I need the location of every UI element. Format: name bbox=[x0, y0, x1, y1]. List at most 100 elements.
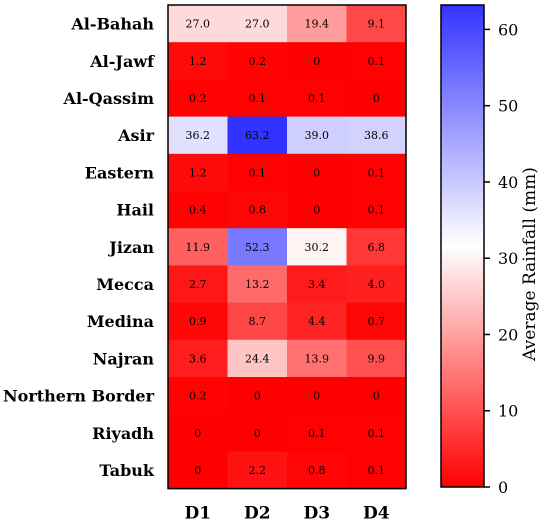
period-label: D2 bbox=[244, 504, 271, 524]
heatmap-cell bbox=[168, 414, 228, 452]
cell-value-label: 0 bbox=[194, 427, 201, 440]
cell-value-label: 52.3 bbox=[245, 241, 270, 254]
heatmap-cell bbox=[346, 451, 407, 490]
cell-value-label: 3.4 bbox=[308, 278, 326, 291]
period-labels: D1 D2 D3 D4 bbox=[184, 504, 389, 524]
cell-value-label: 38.6 bbox=[364, 129, 389, 142]
cell-value-label: 24.4 bbox=[245, 352, 270, 365]
colorbar-tick-label: 10 bbox=[498, 402, 518, 421]
cell-value-label: 0.2 bbox=[189, 92, 207, 105]
cell-value-label: 8.7 bbox=[249, 315, 267, 328]
heatmap-cell bbox=[168, 302, 228, 341]
cell-value-label: 2.7 bbox=[189, 278, 207, 291]
heatmap-cell bbox=[227, 451, 288, 490]
cell-value-label: 0.4 bbox=[189, 204, 207, 217]
cell-value-label: 0 bbox=[373, 390, 380, 403]
cell-value-label: 0 bbox=[313, 204, 320, 217]
cell-value-label: 0 bbox=[313, 166, 320, 179]
region-label: Al-Qassim bbox=[63, 89, 155, 108]
heatmap-cells bbox=[168, 5, 407, 490]
heatmap-cell bbox=[168, 451, 228, 490]
heatmap-cell bbox=[168, 5, 228, 43]
period-label: D1 bbox=[184, 504, 211, 524]
region-label: Najran bbox=[93, 349, 155, 368]
cell-value-label: 0.1 bbox=[249, 92, 267, 105]
heatmap-cell bbox=[346, 339, 407, 378]
heatmap-cell bbox=[346, 377, 407, 415]
cell-value-label: 4.0 bbox=[368, 278, 386, 291]
region-label: Northern Border bbox=[3, 387, 155, 406]
heatmap-cell bbox=[227, 339, 288, 378]
heatmap-cell bbox=[287, 191, 347, 229]
region-label: Riyadh bbox=[92, 424, 154, 443]
heatmap-cell-labels: 27.0 27.0 19.4 9.1 1.2 0.2 0 0.1 0.2 0.1 0.1 0 36.2 6… bbox=[186, 18, 389, 477]
heatmap-cell bbox=[168, 116, 228, 155]
cell-value-label: 4.4 bbox=[308, 315, 326, 328]
cell-value-label: 0.1 bbox=[308, 427, 326, 440]
region-label: Al-Bahah bbox=[70, 15, 154, 34]
heatmap-cell bbox=[227, 153, 288, 192]
heatmap-cell bbox=[227, 377, 288, 415]
region-label: Asir bbox=[117, 126, 155, 145]
heatmap-cell bbox=[346, 265, 407, 304]
cell-value-label: 13.2 bbox=[245, 278, 270, 291]
heatmap-frame bbox=[167, 4, 407, 490]
cell-value-label: 11.9 bbox=[186, 241, 211, 254]
heatmap-cell bbox=[227, 414, 288, 452]
cell-value-label: 0 bbox=[373, 92, 380, 105]
cell-value-label: 0.7 bbox=[368, 315, 386, 328]
heatmap-cell bbox=[346, 5, 407, 43]
cell-value-label: 2.2 bbox=[249, 464, 267, 477]
colorbar-tick-label: 50 bbox=[498, 97, 518, 116]
cell-value-label: 36.2 bbox=[186, 129, 211, 142]
cell-value-label: 9.9 bbox=[368, 352, 386, 365]
cell-value-label: 0 bbox=[313, 55, 320, 68]
cell-value-label: 0 bbox=[194, 464, 201, 477]
region-label: Hail bbox=[116, 201, 154, 220]
colorbar bbox=[440, 4, 485, 488]
cell-value-label: 0.1 bbox=[368, 464, 386, 477]
region-label: Mecca bbox=[96, 275, 154, 294]
cell-value-label: 0.1 bbox=[368, 166, 386, 179]
cell-value-label: 0.1 bbox=[249, 166, 267, 179]
cell-value-label: 0 bbox=[313, 390, 320, 403]
cell-value-label: 0.2 bbox=[249, 55, 267, 68]
heatmap-cell bbox=[287, 5, 347, 43]
heatmap-cell bbox=[168, 265, 228, 304]
colorbar-ticks: 0 10 20 30 40 50 60 bbox=[484, 20, 518, 497]
heatmap-cell bbox=[168, 42, 228, 80]
heatmap-cell bbox=[346, 191, 407, 229]
heatmap-cell bbox=[168, 79, 228, 118]
heatmap-cell bbox=[227, 116, 288, 155]
colorbar-tick-label: 40 bbox=[498, 173, 518, 192]
heatmap-cell bbox=[227, 5, 288, 43]
cell-value-label: 0.1 bbox=[368, 427, 386, 440]
heatmap-cell bbox=[346, 228, 407, 266]
heatmap-cell bbox=[346, 414, 407, 452]
heatmap-cell bbox=[287, 414, 347, 452]
region-label: Tabuk bbox=[99, 461, 155, 480]
region-label: Eastern bbox=[85, 163, 155, 182]
cell-value-label: 39.0 bbox=[305, 129, 330, 142]
cell-value-label: 0.2 bbox=[189, 390, 207, 403]
heatmap-cell bbox=[287, 42, 347, 80]
colorbar-tick-label: 0 bbox=[498, 478, 508, 497]
heatmap-cell bbox=[168, 153, 228, 192]
heatmap-cell bbox=[346, 79, 407, 118]
heatmap-cell bbox=[287, 265, 347, 304]
heatmap-cell bbox=[227, 265, 288, 304]
cell-value-label: 9.1 bbox=[368, 18, 386, 31]
heatmap-cell bbox=[227, 228, 288, 266]
heatmap-cell bbox=[287, 79, 347, 118]
region-label: Al-Jawf bbox=[89, 52, 155, 71]
heatmap-cell bbox=[287, 228, 347, 266]
region-label: Medina bbox=[87, 312, 154, 331]
colorbar-title: Average Rainfall (mm) bbox=[520, 167, 540, 362]
cell-value-label: 0.9 bbox=[189, 315, 207, 328]
heatmap-cell bbox=[168, 377, 228, 415]
heatmap-cell bbox=[346, 42, 407, 80]
heatmap-cell bbox=[346, 116, 407, 155]
colorbar-tick-label: 60 bbox=[498, 20, 518, 39]
region-labels: Al-Bahah Al-Jawf Al-Qassim Asir Eastern Hail J… bbox=[3, 15, 155, 480]
heatmap-cell bbox=[227, 42, 288, 80]
